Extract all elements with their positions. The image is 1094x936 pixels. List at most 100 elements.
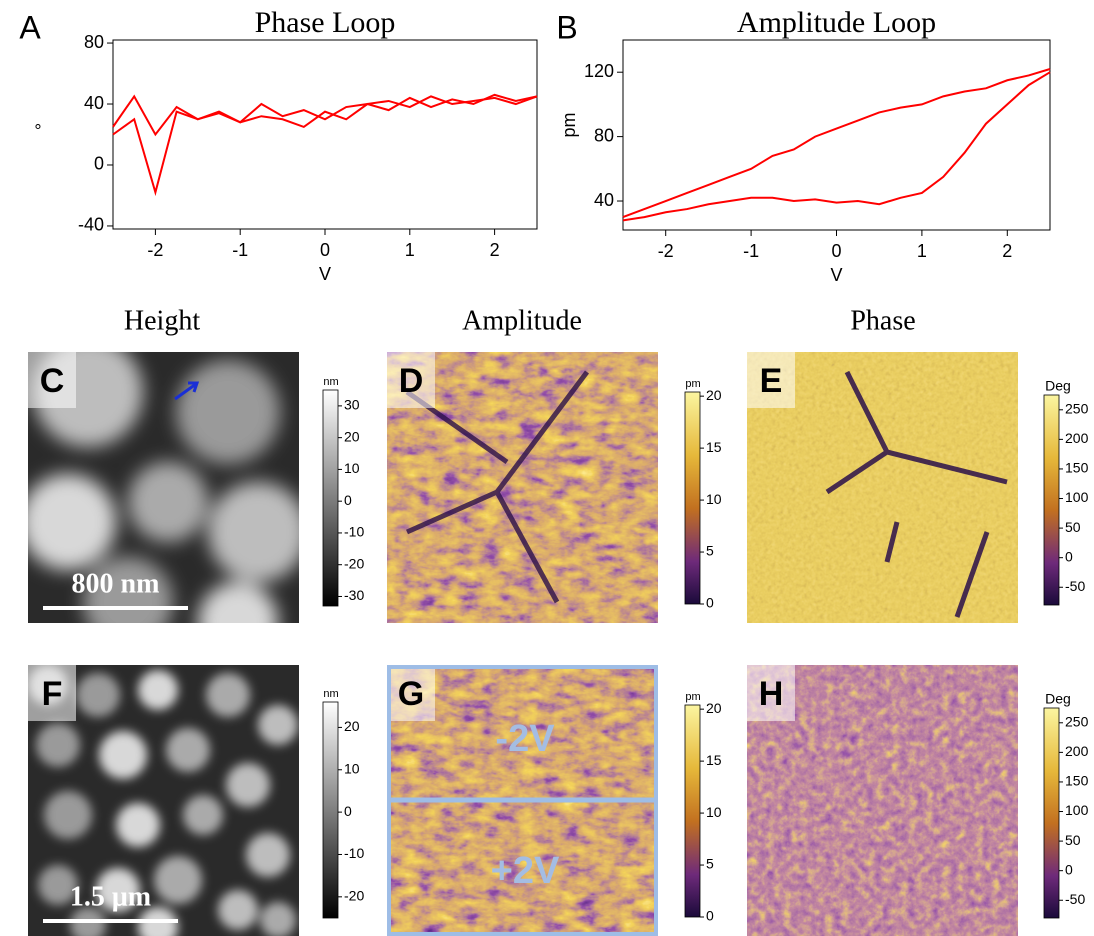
colorbar <box>1044 395 1059 605</box>
panel-label: H <box>759 675 784 713</box>
colorbar <box>323 702 338 918</box>
figure-label: A <box>19 9 41 45</box>
x-tick-label: 2 <box>490 240 500 260</box>
grain <box>154 856 202 904</box>
colorbar-tick-label: 10 <box>706 804 722 820</box>
colorbar <box>685 392 700 604</box>
colorbar-tick-label: 0 <box>706 595 714 611</box>
figure-label: B <box>556 9 577 45</box>
grain <box>99 731 147 779</box>
x-tick-label: 1 <box>917 241 927 261</box>
grain <box>206 673 250 717</box>
colorbar-tick-label: 10 <box>706 491 722 507</box>
grain <box>76 673 120 717</box>
image <box>747 352 1018 623</box>
panel-label: E <box>760 362 783 400</box>
grain <box>166 728 210 772</box>
y-axis-label: ° <box>34 121 41 141</box>
grain <box>36 723 80 767</box>
colorbar-tick-label: 0 <box>1065 861 1073 877</box>
colorbar-tick-label: 5 <box>706 543 714 559</box>
y-tick-label: 80 <box>594 125 614 145</box>
x-tick-label: -1 <box>232 240 248 260</box>
chart-title: Amplitude Loop <box>737 6 936 39</box>
y-tick-label: 40 <box>84 93 104 113</box>
y-axis-label: pm <box>559 112 579 137</box>
column-title: Height <box>124 305 200 336</box>
colorbar-unit: pm <box>685 378 700 390</box>
panel-label: C <box>40 362 65 400</box>
x-axis-label: V <box>830 265 842 285</box>
scale-bar-label: 1.5 μm <box>70 881 151 912</box>
x-tick-label: -2 <box>147 240 163 260</box>
colorbar <box>323 390 338 606</box>
colorbar-tick-label: 0 <box>344 492 352 508</box>
colorbar-tick-label: 150 <box>1065 460 1089 476</box>
y-tick-label: -40 <box>78 215 104 235</box>
colorbar-unit: Deg <box>1045 378 1071 394</box>
colorbar-tick-label: -20 <box>344 555 364 571</box>
x-tick-label: 0 <box>831 241 841 261</box>
column-title: Phase <box>850 305 915 336</box>
image <box>387 352 658 623</box>
data-line <box>113 95 537 193</box>
colorbar-tick-label: 100 <box>1065 489 1089 505</box>
data-line <box>623 72 1050 220</box>
grain <box>44 791 92 839</box>
colorbar <box>685 705 700 917</box>
grain <box>176 360 280 464</box>
figure: APhase Loop-2-1012-4004080V°BAmplitude L… <box>0 0 1094 936</box>
colorbar-tick-label: -20 <box>344 888 364 904</box>
colorbar-tick-label: 20 <box>706 700 722 716</box>
panel-label: D <box>399 362 424 400</box>
colorbar-tick-label: 0 <box>706 908 714 924</box>
colorbar-unit: pm <box>685 691 700 703</box>
image <box>28 665 299 936</box>
colorbar-tick-label: 15 <box>706 439 722 455</box>
colorbar-tick-label: 200 <box>1065 743 1089 759</box>
colorbar-tick-label: 0 <box>344 803 352 819</box>
bias-label: +2V <box>491 850 560 892</box>
grain <box>116 803 160 847</box>
colorbar-tick-label: 250 <box>1065 400 1089 416</box>
grain <box>183 795 223 835</box>
x-tick-label: -1 <box>743 241 759 261</box>
panel-label: F <box>42 675 63 713</box>
page: APhase Loop-2-1012-4004080V°BAmplitude L… <box>0 0 1094 936</box>
colorbar-tick-label: -50 <box>1065 891 1085 907</box>
colorbar-unit: Deg <box>1045 691 1071 707</box>
y-tick-label: 80 <box>84 32 104 52</box>
scale-bar-label: 800 nm <box>72 568 160 599</box>
colorbar-tick-label: 50 <box>1065 832 1081 848</box>
colorbar-unit: nm <box>323 376 338 388</box>
x-tick-label: 2 <box>1002 241 1012 261</box>
colorbar-tick-label: 250 <box>1065 713 1089 729</box>
grain <box>138 670 178 710</box>
colorbar-tick-label: 0 <box>1065 548 1073 564</box>
colorbar-tick-label: 150 <box>1065 773 1089 789</box>
image <box>747 665 1018 936</box>
colorbar-unit: nm <box>323 688 338 700</box>
colorbar <box>1044 708 1059 918</box>
y-tick-label: 0 <box>94 154 104 174</box>
grain <box>226 763 270 807</box>
colorbar-tick-label: 15 <box>706 752 722 768</box>
colorbar-tick-label: 100 <box>1065 802 1089 818</box>
grain <box>198 582 278 662</box>
grain <box>218 890 258 930</box>
colorbar-tick-label: 50 <box>1065 519 1081 535</box>
grain <box>258 705 298 745</box>
x-axis-label: V <box>319 264 331 284</box>
grain <box>208 482 308 582</box>
column-title: Amplitude <box>462 305 582 336</box>
x-tick-label: -2 <box>658 241 674 261</box>
colorbar-tick-label: 20 <box>344 718 360 734</box>
colorbar-tick-label: 5 <box>706 856 714 872</box>
colorbar-tick-label: 20 <box>706 387 722 403</box>
y-tick-label: 120 <box>584 61 614 81</box>
data-line <box>623 69 1050 217</box>
panel-label: G <box>398 675 424 713</box>
colorbar-tick-label: 10 <box>344 760 360 776</box>
colorbar-tick-label: 10 <box>344 460 360 476</box>
x-tick-label: 0 <box>320 240 330 260</box>
